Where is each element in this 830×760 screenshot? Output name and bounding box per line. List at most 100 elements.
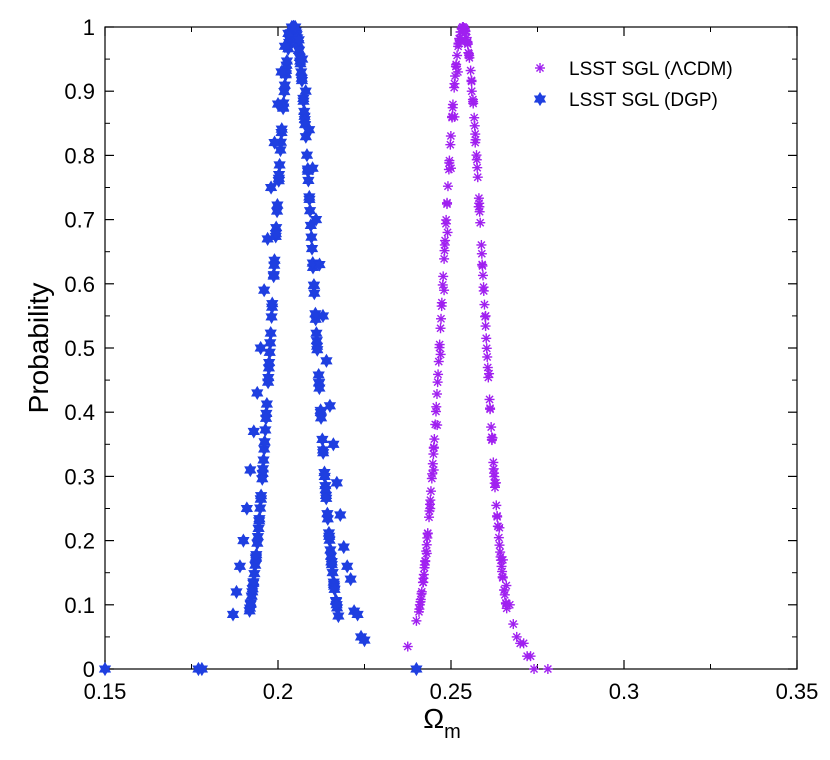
data-point xyxy=(320,353,333,368)
data-point xyxy=(256,471,269,486)
data-point xyxy=(269,226,283,241)
data-point xyxy=(427,458,438,469)
y-tick-label: 0.6 xyxy=(64,272,95,297)
y-tick-label: 0.9 xyxy=(64,79,95,104)
data-point xyxy=(410,661,423,677)
data-point xyxy=(309,212,323,227)
data-point xyxy=(263,355,276,370)
legend-entry-1: LSST SGL (DGP) xyxy=(533,90,718,111)
data-point xyxy=(308,286,321,301)
data-point xyxy=(278,39,292,54)
data-point xyxy=(320,491,333,506)
data-point xyxy=(482,362,493,373)
data-point xyxy=(424,512,435,523)
data-point xyxy=(230,584,243,600)
data-point xyxy=(256,461,270,476)
data-point xyxy=(501,580,512,591)
data-point xyxy=(313,257,326,272)
data-point xyxy=(302,173,315,188)
data-point xyxy=(442,227,453,238)
data-point xyxy=(497,554,508,565)
data-point xyxy=(351,607,364,622)
legend-entry-0: LSST SGL (ΛCDM) xyxy=(535,59,733,80)
data-point xyxy=(445,131,456,142)
data-point xyxy=(459,28,470,39)
data-point xyxy=(334,507,347,523)
data-point xyxy=(494,522,505,533)
x-tick-label: 0.25 xyxy=(430,679,473,704)
data-point xyxy=(413,606,424,617)
data-point xyxy=(254,501,267,516)
data-point xyxy=(440,218,451,229)
data-point xyxy=(493,532,504,543)
y-tick-label: 0.2 xyxy=(64,529,95,554)
data-point xyxy=(421,548,432,559)
data-point xyxy=(466,86,477,97)
data-point xyxy=(313,381,326,396)
data-point xyxy=(244,462,257,478)
data-point xyxy=(250,547,263,562)
data-point xyxy=(275,64,288,80)
data-point xyxy=(272,167,286,182)
legend-label: LSST SGL (DGP) xyxy=(569,90,718,111)
data-point xyxy=(254,488,268,503)
data-point xyxy=(435,323,446,334)
data-point xyxy=(480,310,491,321)
data-point xyxy=(477,270,488,281)
data-point xyxy=(323,398,337,413)
y-tick-label: 0.7 xyxy=(64,208,95,233)
data-point xyxy=(432,377,443,388)
data-point xyxy=(492,510,503,521)
data-point xyxy=(289,19,302,35)
data-point xyxy=(436,297,447,308)
data-point xyxy=(470,129,481,140)
data-point xyxy=(472,162,483,173)
x-axis-label: Ωm xyxy=(423,703,461,743)
data-point xyxy=(306,161,319,176)
data-point xyxy=(330,597,343,612)
data-point xyxy=(440,235,451,246)
legend-label: LSST SGL (ΛCDM) xyxy=(569,59,733,80)
data-point xyxy=(98,661,112,677)
data-point xyxy=(273,157,286,173)
x-axis-label-symbol: Ω xyxy=(423,703,444,734)
data-point xyxy=(247,574,260,589)
data-point xyxy=(449,111,460,122)
data-point xyxy=(436,313,447,324)
data-point xyxy=(358,633,371,648)
data-point xyxy=(303,192,316,207)
data-point xyxy=(414,599,425,610)
plot-frame xyxy=(104,26,798,670)
data-point xyxy=(251,385,264,401)
data-point xyxy=(268,135,281,150)
series-0 xyxy=(402,22,553,674)
data-point xyxy=(302,122,316,137)
data-point xyxy=(471,154,482,165)
data-point xyxy=(472,172,483,183)
data-point xyxy=(264,335,277,350)
data-point xyxy=(484,368,495,379)
data-point xyxy=(452,50,463,61)
data-point xyxy=(508,619,519,630)
data-point xyxy=(305,241,319,256)
data-point xyxy=(257,452,270,468)
data-point xyxy=(317,445,330,460)
data-point xyxy=(337,539,350,555)
x-tick-label: 0.3 xyxy=(609,679,640,704)
legend-marker xyxy=(533,91,547,107)
data-point xyxy=(258,283,271,298)
x-tick-label: 0.35 xyxy=(776,679,819,704)
x-tick-label: 0.15 xyxy=(84,679,127,704)
data-point xyxy=(446,163,456,174)
data-point xyxy=(439,285,450,296)
data-point xyxy=(420,556,431,567)
data-point xyxy=(491,500,502,511)
data-point xyxy=(328,582,341,597)
data-point xyxy=(332,608,345,624)
data-point xyxy=(251,529,265,544)
data-point xyxy=(432,420,443,431)
data-point xyxy=(525,651,536,662)
data-point xyxy=(266,296,279,311)
legend-marker xyxy=(535,63,545,73)
